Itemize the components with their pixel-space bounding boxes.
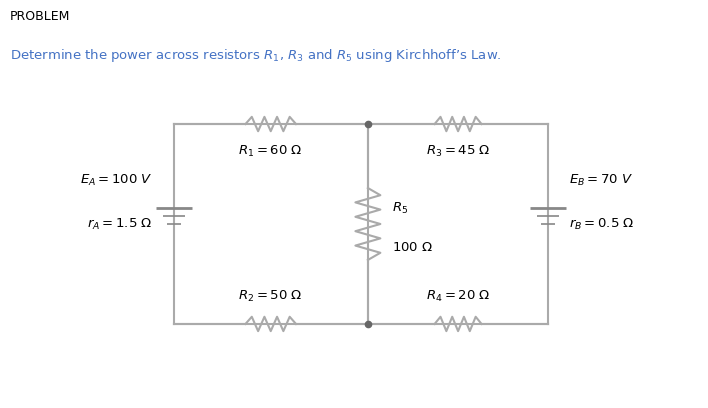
- Text: PROBLEM: PROBLEM: [10, 10, 70, 23]
- Text: $E_A = 100\ V$: $E_A = 100\ V$: [80, 173, 153, 188]
- Text: $E_B = 70\ V$: $E_B = 70\ V$: [569, 173, 634, 188]
- Text: $100\ \Omega$: $100\ \Omega$: [392, 242, 433, 255]
- Text: $R_5$: $R_5$: [392, 200, 409, 215]
- Text: $R_2 = 50\ \Omega$: $R_2 = 50\ \Omega$: [239, 289, 303, 304]
- Text: Determine the power across resistors $R_1$, $R_3$ and $R_5$ using Kirchhoff’s La: Determine the power across resistors $R_…: [10, 47, 501, 64]
- Text: $r_B = 0.5\ \Omega$: $r_B = 0.5\ \Omega$: [569, 216, 634, 232]
- Text: $R_4 = 20\ \Omega$: $R_4 = 20\ \Omega$: [426, 289, 491, 304]
- Text: $R_1 = 60\ \Omega$: $R_1 = 60\ \Omega$: [239, 144, 303, 159]
- Text: $R_3 = 45\ \Omega$: $R_3 = 45\ \Omega$: [426, 144, 491, 159]
- Text: $r_A = 1.5\ \Omega$: $r_A = 1.5\ \Omega$: [87, 216, 153, 232]
